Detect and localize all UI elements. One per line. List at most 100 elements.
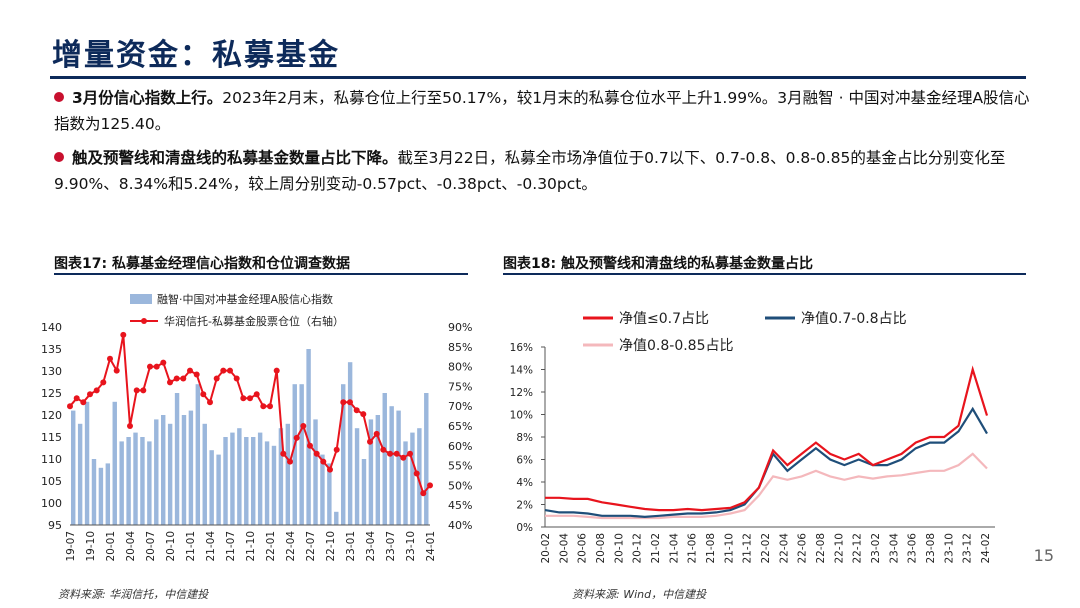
point-position bbox=[127, 423, 133, 429]
x-axis-tick: 23-04 bbox=[888, 533, 900, 564]
x-axis-tick: 23-04 bbox=[365, 531, 377, 562]
x-axis-tick: 22-07 bbox=[305, 531, 317, 562]
bar-confidence bbox=[285, 423, 291, 525]
bar-confidence bbox=[292, 384, 297, 525]
bar-confidence bbox=[112, 401, 117, 525]
point-position bbox=[93, 387, 100, 394]
y-axis-tick: 12% bbox=[510, 387, 533, 399]
x-axis-tick: 22-08 bbox=[815, 533, 827, 564]
x-axis-tick: 21-08 bbox=[705, 533, 717, 564]
y-axis-tick: 4% bbox=[516, 477, 533, 489]
x-axis-tick: 21-06 bbox=[687, 533, 699, 564]
x-axis-tick: 20-06 bbox=[577, 533, 589, 564]
x-axis-tick: 19-07 bbox=[65, 531, 77, 562]
right-axis-tick: 65% bbox=[448, 420, 472, 433]
left-axis-tick: 140 bbox=[41, 321, 62, 334]
bar-confidence bbox=[410, 432, 415, 525]
point-position bbox=[340, 399, 347, 406]
bar-confidence bbox=[237, 428, 242, 525]
left-axis-tick: 130 bbox=[41, 365, 62, 378]
point-position bbox=[400, 454, 407, 461]
x-axis-tick: 20-04 bbox=[125, 531, 137, 562]
bar-confidence bbox=[140, 437, 145, 525]
bar-confidence bbox=[202, 423, 207, 525]
left-axis-tick: 105 bbox=[41, 475, 62, 488]
legend-label-08-085: 净值0.8-0.85占比 bbox=[619, 338, 734, 354]
bar-confidence bbox=[313, 419, 318, 525]
point-position bbox=[87, 391, 93, 398]
right-axis-tick: 55% bbox=[448, 460, 472, 473]
bar-confidence bbox=[375, 415, 381, 525]
right-axis-tick: 90% bbox=[448, 321, 472, 334]
left-axis-tick: 100 bbox=[41, 497, 62, 510]
point-position bbox=[227, 367, 233, 374]
bar-confidence bbox=[257, 432, 263, 525]
x-axis-tick: 21-10 bbox=[245, 531, 257, 562]
y-axis-tick: 16% bbox=[510, 342, 533, 354]
y-axis-tick: 10% bbox=[510, 410, 533, 422]
right-axis-tick: 40% bbox=[448, 519, 472, 532]
bullet-lead: 3月份信心指数上行。 bbox=[72, 89, 223, 107]
point-position bbox=[313, 450, 320, 457]
title-rule bbox=[50, 76, 1026, 79]
x-axis-tick: 23-02 bbox=[870, 533, 882, 564]
bar-confidence bbox=[126, 437, 131, 525]
point-position bbox=[353, 407, 360, 414]
point-position bbox=[253, 391, 260, 398]
point-position bbox=[420, 490, 427, 497]
bar-confidence bbox=[327, 463, 332, 525]
bar-confidence bbox=[244, 437, 249, 525]
chart18-title-rule bbox=[503, 273, 1026, 275]
x-axis-tick: 20-08 bbox=[595, 533, 607, 564]
x-axis-tick: 20-07 bbox=[145, 531, 157, 562]
x-axis-tick: 21-12 bbox=[742, 533, 754, 564]
bar-confidence bbox=[84, 401, 90, 525]
point-position bbox=[427, 482, 433, 489]
bar-confidence bbox=[77, 423, 83, 525]
x-axis-tick: 21-02 bbox=[650, 533, 662, 564]
y-axis-tick: 8% bbox=[516, 432, 533, 444]
x-axis-tick: 20-01 bbox=[105, 531, 117, 562]
point-position bbox=[260, 403, 267, 410]
bar-confidence bbox=[403, 441, 408, 525]
x-axis-tick: 21-01 bbox=[185, 531, 197, 562]
bar-confidence bbox=[154, 419, 159, 525]
point-position bbox=[67, 403, 73, 410]
point-position bbox=[140, 387, 147, 394]
point-position bbox=[80, 399, 87, 406]
x-axis-tick: 23-01 bbox=[345, 531, 357, 562]
x-axis-tick: 21-04 bbox=[668, 533, 680, 564]
point-position bbox=[173, 375, 180, 382]
chart17-title: 图表17: 私募基金经理信心指数和仓位调查数据 bbox=[54, 256, 350, 272]
bar-confidence bbox=[382, 393, 387, 525]
point-position bbox=[347, 399, 353, 406]
x-axis-tick: 22-04 bbox=[778, 533, 790, 564]
x-axis-tick: 19-10 bbox=[85, 531, 97, 562]
x-axis-tick: 20-10 bbox=[165, 531, 177, 562]
x-axis-tick: 20-10 bbox=[613, 533, 625, 564]
point-position bbox=[133, 387, 140, 394]
bar-confidence bbox=[299, 384, 304, 525]
point-position bbox=[413, 470, 420, 477]
chart17-source: 资料来源: 华润信托，中信建投 bbox=[58, 588, 209, 601]
point-position bbox=[107, 355, 113, 362]
point-position bbox=[307, 442, 313, 449]
bar-confidence bbox=[396, 410, 401, 525]
point-position bbox=[287, 458, 293, 465]
point-position bbox=[167, 379, 173, 386]
legend-label-07-08: 净值0.7-0.8占比 bbox=[801, 311, 907, 327]
bar-confidence bbox=[98, 467, 104, 525]
left-axis-tick: 110 bbox=[41, 453, 62, 466]
left-axis-tick: 115 bbox=[41, 431, 62, 444]
point-position bbox=[213, 375, 220, 382]
point-position bbox=[147, 363, 153, 370]
legend-label-below-07: 净值≤0.7占比 bbox=[619, 311, 709, 327]
point-position bbox=[240, 395, 247, 402]
point-position bbox=[320, 458, 327, 465]
point-position bbox=[100, 379, 107, 386]
legend-label-position: 华润信托-私募基金股票仓位（右轴） bbox=[164, 314, 344, 328]
x-axis-tick: 20-02 bbox=[540, 533, 552, 564]
bar-confidence bbox=[167, 423, 173, 525]
